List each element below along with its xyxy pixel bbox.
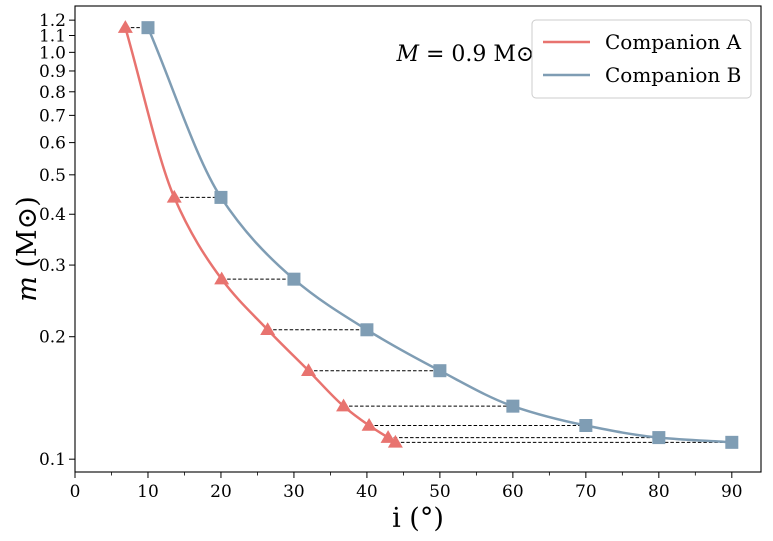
x-tick-label: 90 — [721, 482, 743, 502]
y-tick-label: 0.6 — [39, 134, 66, 154]
y-tick-label: 0.4 — [39, 205, 66, 225]
marker-companion-a — [260, 322, 276, 336]
marker-companion-a — [301, 363, 317, 376]
x-tick-label: 70 — [575, 482, 597, 502]
y-tick-label: 1.1 — [39, 27, 66, 47]
marker-companion-b — [214, 190, 228, 204]
y-tick-label: 0.5 — [39, 166, 66, 186]
marker-companion-b — [287, 272, 301, 286]
marker-companion-b — [579, 418, 593, 432]
mass-annotation-variable: M — [395, 42, 419, 67]
marker-companion-a — [214, 271, 230, 285]
series-line-companion-a — [124, 27, 397, 444]
y-tick-label: 0.8 — [39, 83, 66, 103]
y-tick-label: 1.0 — [39, 43, 66, 63]
legend-box — [531, 19, 752, 99]
x-axis-title: i (°) — [392, 503, 444, 534]
x-tick-label: 30 — [283, 482, 305, 502]
marker-companion-b — [652, 431, 666, 445]
x-tick-label: 10 — [137, 482, 159, 502]
x-tick-label: 60 — [502, 482, 524, 502]
marker-companion-b — [360, 323, 374, 337]
y-tick-label: 0.2 — [39, 328, 66, 348]
legend-label-companion-a: Companion A — [605, 30, 742, 54]
marker-companion-b — [725, 435, 739, 449]
y-axis-title-unit: (M⊙) — [12, 196, 43, 276]
y-tick-label: 1.2 — [39, 11, 66, 31]
y-axis-title: m (M⊙) — [12, 196, 43, 302]
marker-companion-b — [141, 21, 155, 35]
marker-companion-a — [380, 430, 396, 443]
series-markers — [117, 20, 739, 449]
x-tick-label: 40 — [356, 482, 378, 502]
x-axis-ticks: 0 10 20 30 40 50 60 70 80 90 — [70, 472, 743, 502]
marker-companion-b — [433, 364, 447, 378]
y-axis-title-variable: m — [12, 276, 43, 302]
connector-lines — [125, 27, 732, 443]
plot-frame — [74, 5, 762, 473]
y-tick-label: 0.9 — [39, 62, 66, 82]
marker-companion-a — [117, 20, 133, 33]
y-axis-ticks: 0.1 0.2 0.3 0.4 0.5 0.6 0.7 0.80.91.01.11.2 — [39, 11, 75, 470]
marker-companion-b — [506, 399, 520, 413]
marker-companion-a — [166, 189, 182, 203]
x-tick-label: 80 — [648, 482, 670, 502]
marker-companion-a — [361, 417, 377, 431]
mass-annotation-value: = 0.9 M⊙ — [419, 42, 534, 67]
marker-companion-a — [336, 398, 352, 412]
y-tick-label: 0.7 — [39, 106, 66, 126]
x-tick-label: 0 — [70, 482, 81, 502]
mass-annotation: M = 0.9 M⊙ — [395, 42, 534, 67]
x-tick-label: 20 — [210, 482, 232, 502]
legend: Companion A Companion B — [531, 19, 752, 99]
y-tick-label: 0.1 — [39, 450, 66, 470]
y-tick-label: 0.3 — [39, 256, 66, 276]
legend-label-companion-b: Companion B — [605, 63, 741, 87]
x-tick-label: 50 — [429, 482, 451, 502]
marker-companion-a — [387, 434, 403, 448]
